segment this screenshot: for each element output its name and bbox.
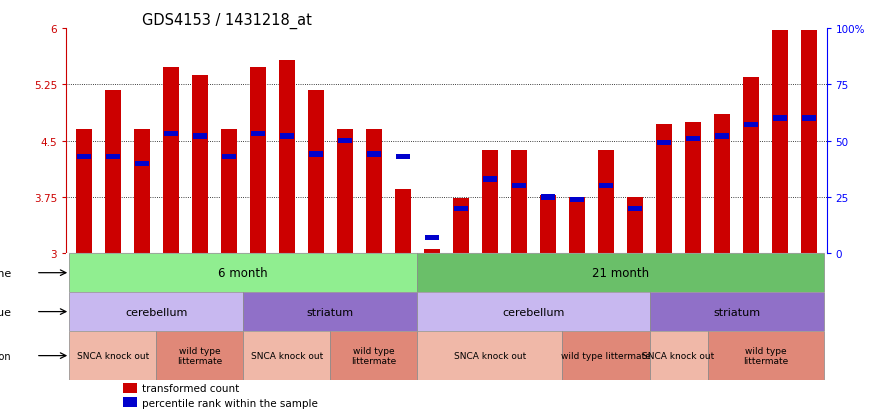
- Bar: [628, 206, 642, 211]
- Bar: [69, 254, 417, 292]
- Bar: [483, 177, 497, 182]
- Bar: [77, 154, 91, 159]
- Bar: [541, 195, 555, 200]
- Text: cerebellum: cerebellum: [502, 307, 565, 317]
- Bar: [308, 91, 324, 254]
- Bar: [366, 130, 382, 254]
- Bar: [656, 125, 672, 254]
- Bar: [417, 254, 824, 292]
- Text: striatum: striatum: [713, 307, 760, 317]
- Text: tissue: tissue: [0, 307, 11, 317]
- Bar: [250, 68, 266, 254]
- Bar: [133, 130, 149, 254]
- Bar: [105, 154, 120, 159]
- Bar: [424, 250, 440, 254]
- Text: genotype/variation: genotype/variation: [0, 351, 11, 361]
- Bar: [124, 397, 137, 408]
- Bar: [417, 331, 562, 380]
- Text: GDS4153 / 1431218_at: GDS4153 / 1431218_at: [142, 13, 312, 29]
- Bar: [540, 195, 556, 254]
- Bar: [714, 115, 730, 254]
- Bar: [685, 123, 701, 254]
- Text: wild type
littermate: wild type littermate: [743, 346, 789, 366]
- Bar: [801, 31, 817, 254]
- Bar: [453, 206, 469, 211]
- Bar: [367, 152, 381, 157]
- Text: SNCA knock out: SNCA knock out: [643, 351, 714, 360]
- Bar: [715, 134, 729, 140]
- Text: SNCA knock out: SNCA knock out: [453, 351, 526, 360]
- Bar: [773, 116, 788, 121]
- Bar: [156, 331, 243, 380]
- Bar: [243, 292, 417, 331]
- Bar: [512, 184, 526, 189]
- Bar: [562, 331, 650, 380]
- Bar: [570, 197, 584, 202]
- Text: wild type
littermate: wild type littermate: [177, 346, 223, 366]
- Bar: [104, 91, 121, 254]
- Bar: [453, 199, 469, 254]
- Bar: [251, 132, 265, 137]
- Bar: [309, 152, 323, 157]
- Bar: [338, 139, 352, 144]
- Bar: [598, 150, 614, 254]
- Text: cerebellum: cerebellum: [125, 307, 187, 317]
- Bar: [569, 197, 585, 254]
- Text: SNCA knock out: SNCA knock out: [77, 351, 149, 360]
- Bar: [192, 75, 208, 254]
- Text: time: time: [0, 268, 11, 278]
- Text: wild type
littermate: wild type littermate: [351, 346, 397, 366]
- Bar: [69, 292, 243, 331]
- Bar: [598, 184, 613, 189]
- Bar: [686, 136, 700, 142]
- Bar: [193, 134, 207, 140]
- Text: striatum: striatum: [307, 307, 354, 317]
- Bar: [134, 161, 149, 166]
- Bar: [337, 130, 353, 254]
- Bar: [627, 197, 643, 254]
- Bar: [331, 331, 417, 380]
- Bar: [243, 331, 331, 380]
- Bar: [164, 132, 178, 137]
- Text: SNCA knock out: SNCA knock out: [251, 351, 323, 360]
- Bar: [657, 141, 671, 146]
- Bar: [278, 61, 294, 254]
- Bar: [163, 68, 179, 254]
- Bar: [222, 154, 236, 159]
- Bar: [772, 31, 789, 254]
- Bar: [76, 130, 92, 254]
- Bar: [424, 235, 439, 240]
- Text: 6 month: 6 month: [218, 266, 268, 280]
- Text: transformed count: transformed count: [142, 383, 240, 393]
- Bar: [221, 130, 237, 254]
- Text: 21 month: 21 month: [592, 266, 649, 280]
- Bar: [417, 292, 650, 331]
- Bar: [650, 292, 824, 331]
- Text: percentile rank within the sample: percentile rank within the sample: [142, 398, 318, 408]
- Bar: [511, 150, 527, 254]
- Bar: [124, 383, 137, 393]
- Text: wild type littermate: wild type littermate: [561, 351, 651, 360]
- Bar: [650, 331, 707, 380]
- Bar: [279, 134, 294, 140]
- Bar: [482, 150, 498, 254]
- Bar: [69, 331, 156, 380]
- Bar: [744, 123, 758, 128]
- Bar: [396, 154, 410, 159]
- Bar: [707, 331, 824, 380]
- Bar: [743, 78, 759, 254]
- Bar: [395, 190, 411, 254]
- Bar: [802, 116, 816, 121]
